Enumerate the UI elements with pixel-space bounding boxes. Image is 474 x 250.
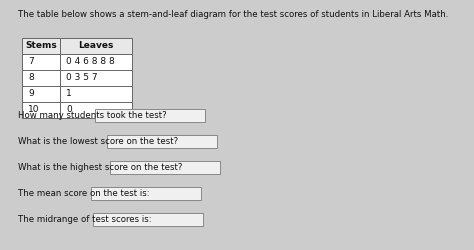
Bar bbox=[107, 134, 217, 147]
Bar bbox=[95, 108, 205, 122]
Bar bbox=[60, 70, 132, 86]
Bar bbox=[93, 212, 203, 226]
Bar bbox=[109, 160, 219, 173]
Text: How many students took the test?: How many students took the test? bbox=[18, 110, 167, 120]
Text: The table below shows a stem-and-leaf diagram for the test scores of students in: The table below shows a stem-and-leaf di… bbox=[18, 10, 448, 19]
Text: 0 3 5 7: 0 3 5 7 bbox=[66, 74, 98, 82]
Text: Leaves: Leaves bbox=[78, 42, 114, 50]
Bar bbox=[22, 86, 60, 102]
Text: What is the highest score on the test?: What is the highest score on the test? bbox=[18, 162, 182, 172]
Bar bbox=[60, 54, 132, 70]
Bar bbox=[60, 38, 132, 54]
Bar bbox=[60, 102, 132, 118]
Text: 10: 10 bbox=[28, 106, 39, 114]
Text: 9: 9 bbox=[28, 90, 34, 98]
Text: 8: 8 bbox=[28, 74, 34, 82]
Text: 0: 0 bbox=[66, 106, 72, 114]
Text: 0 4 6 8 8 8: 0 4 6 8 8 8 bbox=[66, 58, 115, 66]
Bar bbox=[22, 102, 60, 118]
Text: Stems: Stems bbox=[25, 42, 57, 50]
Text: The mean score on the test is:: The mean score on the test is: bbox=[18, 188, 150, 198]
Bar bbox=[22, 70, 60, 86]
Bar bbox=[22, 54, 60, 70]
Bar bbox=[91, 186, 201, 200]
Bar bbox=[22, 38, 60, 54]
Bar bbox=[60, 86, 132, 102]
Text: What is the lowest score on the test?: What is the lowest score on the test? bbox=[18, 136, 178, 145]
Text: The midrange of test scores is:: The midrange of test scores is: bbox=[18, 214, 152, 224]
Text: 1: 1 bbox=[66, 90, 72, 98]
Text: 7: 7 bbox=[28, 58, 34, 66]
